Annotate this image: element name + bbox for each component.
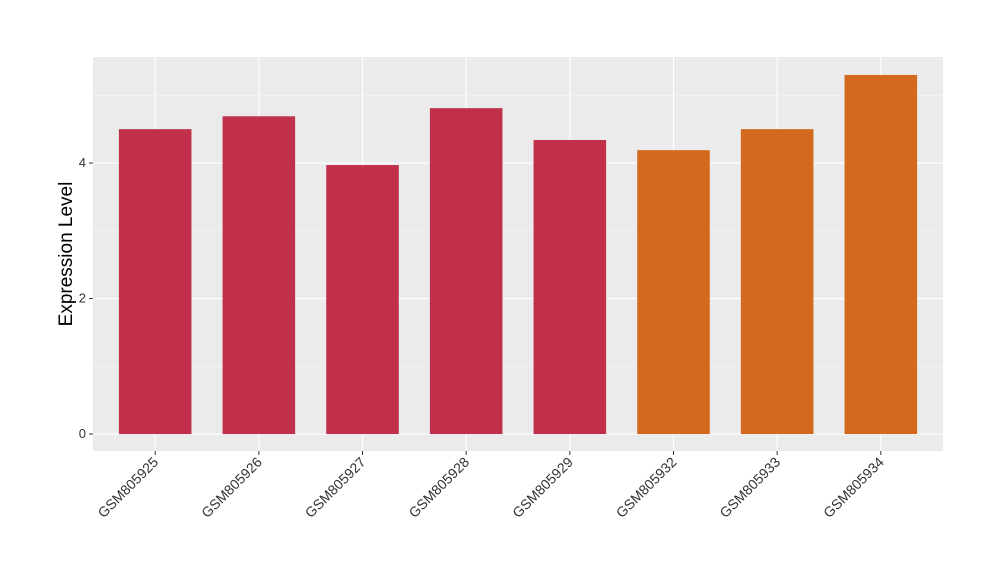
bar xyxy=(222,116,296,435)
y-tick-label: 0 xyxy=(79,426,86,441)
x-tick-label: GSM805933 xyxy=(716,454,783,521)
x-tick-label: GSM805929 xyxy=(509,454,576,521)
x-tick-label: GSM805928 xyxy=(405,454,472,521)
x-tick-label: GSM805926 xyxy=(198,454,265,521)
bar xyxy=(533,140,607,435)
bar xyxy=(118,129,192,435)
bar xyxy=(429,108,503,435)
y-axis-title: Expression Level xyxy=(56,182,77,327)
x-tick-label: GSM805932 xyxy=(613,454,680,521)
bar xyxy=(844,74,918,435)
y-tick-label: 2 xyxy=(79,291,86,306)
y-tick-label: 4 xyxy=(79,155,86,170)
panel xyxy=(93,57,943,451)
x-tick-label: GSM805927 xyxy=(302,454,369,521)
x-tick-label: GSM805925 xyxy=(94,454,161,521)
bar xyxy=(637,150,710,435)
x-tick-label: GSM805934 xyxy=(820,454,887,521)
bar xyxy=(740,129,814,435)
bar xyxy=(326,165,399,435)
